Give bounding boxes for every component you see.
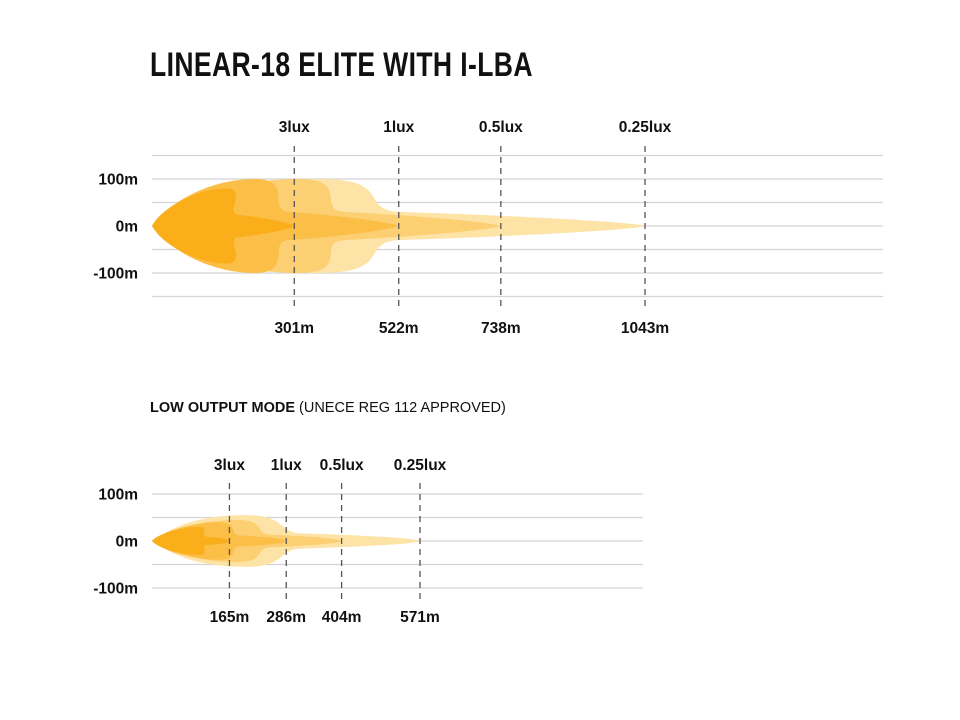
y-tick-label: 0m bbox=[116, 219, 138, 236]
distance-label: 165m bbox=[210, 609, 250, 626]
distance-label: 571m bbox=[400, 609, 440, 626]
lux-label: 1lux bbox=[383, 119, 414, 136]
y-tick-label: 100m bbox=[98, 172, 138, 189]
y-tick-label: 0m bbox=[116, 534, 138, 551]
y-tick-label: 100m bbox=[98, 487, 138, 504]
y-tick-label: -100m bbox=[93, 581, 138, 598]
lux-label: 3lux bbox=[214, 457, 245, 474]
subtitle-mode: LOW OUTPUT MODE bbox=[150, 400, 295, 416]
low-output-subtitle: LOW OUTPUT MODE (UNECE REG 112 APPROVED) bbox=[150, 400, 506, 416]
distance-label: 286m bbox=[266, 609, 306, 626]
y-tick-label: -100m bbox=[93, 266, 138, 283]
chart-high-output: 100m 0m -100m 3lux 301m 1lux 522m 0.5lux 738m 0.2… bbox=[93, 119, 883, 337]
lux-label: 0.25lux bbox=[394, 457, 447, 474]
distance-label: 1043m bbox=[621, 320, 669, 337]
subtitle-note: (UNECE REG 112 APPROVED) bbox=[299, 400, 506, 416]
beam-area-3lux bbox=[152, 526, 230, 556]
beam-area-3lux bbox=[152, 188, 295, 264]
distance-label: 404m bbox=[322, 609, 362, 626]
distance-label: 301m bbox=[274, 320, 314, 337]
lux-label: 0.25lux bbox=[619, 119, 672, 136]
lux-label: 0.5lux bbox=[320, 457, 364, 474]
lux-label: 1lux bbox=[271, 457, 302, 474]
lux-label: 3lux bbox=[279, 119, 310, 136]
chart-low-output: 100m 0m -100m 3lux 165m 1lux 286m 0.5lux 404m 0.2… bbox=[93, 457, 643, 626]
chart-title: LINEAR-18 ELITE WITH I-LBA bbox=[150, 46, 533, 84]
lux-label: 0.5lux bbox=[479, 119, 523, 136]
distance-label: 522m bbox=[379, 320, 419, 337]
distance-label: 738m bbox=[481, 320, 521, 337]
